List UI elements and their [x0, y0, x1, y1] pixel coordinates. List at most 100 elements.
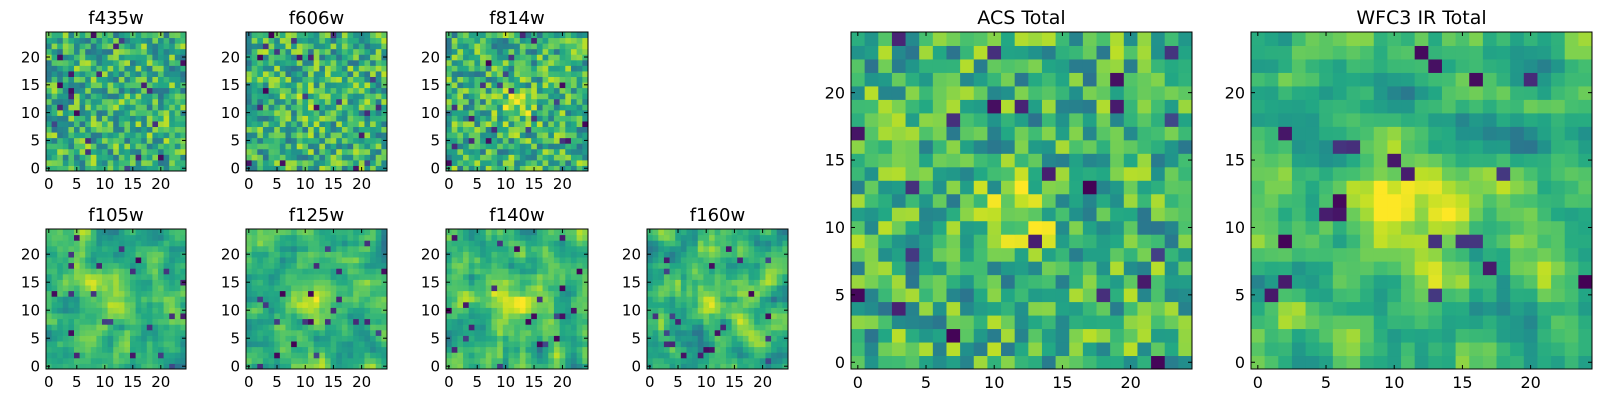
heatmap-cell	[370, 234, 377, 241]
heatmap-cell	[79, 65, 86, 72]
heatmap-cell	[576, 285, 583, 292]
heatmap-cell	[1055, 153, 1070, 168]
heatmap-cell	[669, 234, 676, 241]
heatmap-cell	[782, 296, 789, 303]
heatmap-cell	[519, 363, 527, 370]
heatmap-cell	[79, 59, 86, 66]
heatmap-cell	[1178, 274, 1193, 289]
heatmap-cell	[330, 148, 337, 155]
chart-title: f814w	[489, 8, 544, 29]
heatmap-cell	[51, 229, 58, 236]
heatmap-cell	[370, 324, 377, 331]
heatmap-cell	[285, 32, 292, 39]
heatmap-cell	[446, 87, 453, 94]
heatmap-cell	[474, 290, 481, 297]
heatmap-cell	[570, 87, 578, 94]
heatmap-cell	[302, 279, 309, 286]
heatmap-cell	[1069, 355, 1084, 370]
heatmap-cell	[905, 166, 920, 181]
heatmap-cell	[169, 245, 176, 252]
heatmap-cell	[174, 148, 181, 155]
heatmap-cell	[90, 82, 97, 89]
heatmap-cell	[324, 165, 332, 172]
axes-frame	[45, 228, 187, 370]
heatmap-cell	[548, 32, 555, 39]
heatmap-cell	[313, 48, 320, 55]
heatmap-cell	[51, 341, 58, 348]
heatmap-cell	[451, 82, 458, 89]
heatmap-cell	[274, 257, 281, 264]
heatmap-cell	[776, 335, 783, 342]
heatmap-cell	[987, 193, 1002, 208]
heatmap-cell	[107, 257, 114, 264]
heatmap-cell	[74, 307, 81, 314]
x-tick-label: 5	[272, 175, 282, 193]
chart-title: f160w	[690, 205, 745, 226]
heatmap-cell	[90, 307, 97, 314]
heatmap-cell	[709, 285, 716, 292]
heatmap-cell	[358, 159, 365, 166]
heatmap-cell	[370, 363, 377, 370]
heatmap-cell	[85, 346, 92, 353]
heatmap-cell	[370, 93, 377, 100]
heatmap-cell	[491, 132, 498, 139]
heatmap-cell	[497, 126, 504, 133]
heatmap-cell	[737, 268, 744, 275]
heatmap-cell	[582, 234, 589, 241]
heatmap-cell	[491, 59, 498, 66]
heatmap-cell	[174, 65, 181, 72]
y-tick-label: 10	[221, 301, 240, 319]
heatmap-cell	[960, 247, 975, 262]
heatmap-cell	[463, 285, 470, 292]
heatmap-cell	[118, 43, 125, 50]
heatmap-cell	[146, 262, 153, 269]
heatmap-cell	[559, 120, 566, 128]
heatmap-cell	[576, 159, 583, 166]
heatmap-cell	[485, 109, 492, 116]
heatmap-cell	[279, 59, 286, 66]
heatmap-cell	[576, 148, 583, 155]
heatmap-cell	[553, 329, 561, 336]
heatmap-cell	[474, 159, 481, 166]
heatmap-cell	[313, 98, 320, 105]
heatmap-cell	[932, 274, 947, 289]
heatmap-cell	[765, 335, 772, 342]
heatmap-cell	[559, 262, 566, 269]
heatmap-cell	[878, 274, 893, 289]
heatmap-cell	[146, 54, 153, 61]
heatmap-cell	[548, 87, 555, 94]
heatmap-cell	[169, 65, 176, 72]
heatmap-cell	[358, 234, 365, 241]
heatmap-cell	[46, 154, 53, 161]
heatmap-cell	[565, 363, 572, 370]
heatmap-cell	[262, 109, 270, 116]
heatmap-cell	[686, 257, 693, 264]
heatmap-cell	[279, 159, 286, 166]
heatmap-cell	[754, 290, 761, 297]
heatmap-cell	[279, 346, 286, 353]
heatmap-cell	[336, 70, 343, 77]
heatmap-cell	[68, 301, 75, 308]
heatmap-cell	[118, 48, 125, 55]
heatmap-cell	[497, 76, 504, 83]
heatmap-cell	[451, 245, 458, 252]
heatmap-cell	[169, 324, 176, 331]
heatmap-cell	[57, 234, 64, 241]
heatmap-cell	[130, 87, 137, 94]
heatmap-cell	[51, 251, 58, 258]
heatmap-cell	[502, 98, 509, 105]
heatmap-cell	[180, 313, 187, 320]
heatmap-cell	[1001, 288, 1016, 303]
heatmap-cell	[474, 143, 481, 150]
heatmap-cell	[582, 240, 589, 247]
heatmap-cell	[130, 137, 137, 144]
heatmap-cell	[709, 313, 716, 320]
heatmap-cell	[251, 290, 258, 297]
heatmap-cell	[1069, 207, 1084, 222]
heatmap-cell	[508, 104, 515, 111]
heatmap-cell	[692, 285, 699, 292]
heatmap-cell	[174, 229, 181, 236]
heatmap-cell	[709, 357, 716, 364]
heatmap-cell	[262, 329, 270, 336]
